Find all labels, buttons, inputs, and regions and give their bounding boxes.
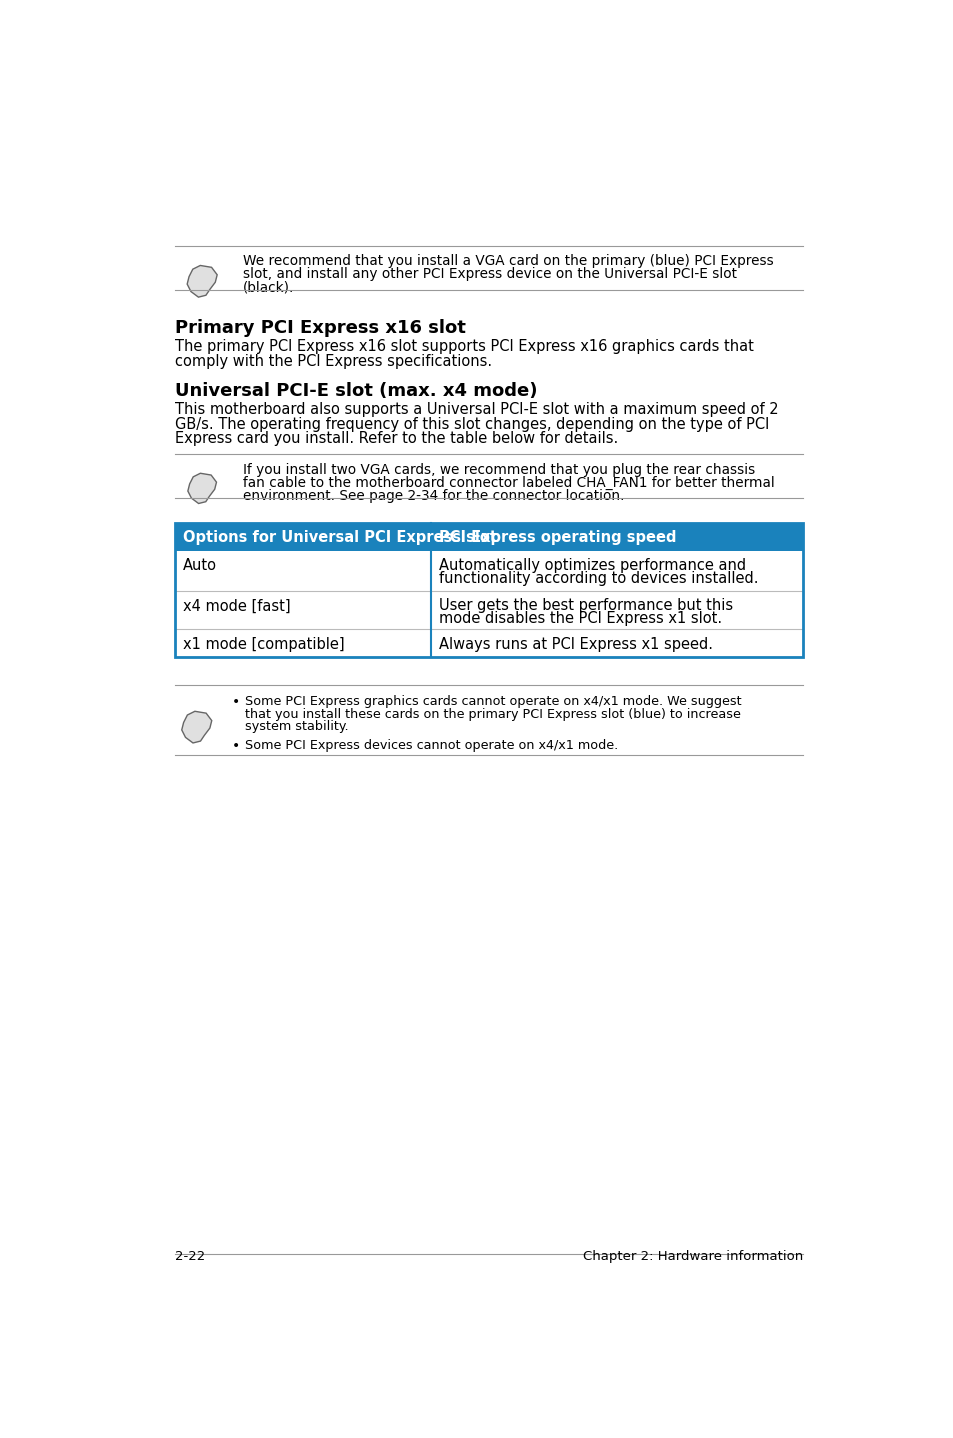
Bar (174, 523, 802, 551)
Text: functionality according to devices installed.: functionality according to devices insta… (438, 571, 758, 587)
Bar (174, 591, 802, 630)
Text: •: • (232, 696, 239, 709)
Text: Options for Universal PCI Express slot: Options for Universal PCI Express slot (183, 529, 497, 545)
Text: The primary PCI Express x16 slot supports PCI Express x16 graphics cards that: The primary PCI Express x16 slot support… (174, 339, 753, 354)
Text: Express card you install. Refer to the table below for details.: Express card you install. Refer to the t… (174, 431, 618, 446)
Text: Primary PCI Express x16 slot: Primary PCI Express x16 slot (174, 319, 465, 336)
Text: x4 mode [fast]: x4 mode [fast] (183, 598, 290, 614)
Text: Always runs at PCI Express x1 speed.: Always runs at PCI Express x1 speed. (438, 637, 712, 651)
Text: fan cable to the motherboard connector labeled CHA_FAN1 for better thermal: fan cable to the motherboard connector l… (243, 476, 774, 490)
Text: Universal PCI-E slot (max. x4 mode): Universal PCI-E slot (max. x4 mode) (174, 383, 537, 400)
Text: We recommend that you install a VGA card on the primary (blue) PCI Express: We recommend that you install a VGA card… (243, 255, 773, 267)
Text: that you install these cards on the primary PCI Express slot (blue) to increase: that you install these cards on the prim… (245, 707, 740, 720)
Text: Some PCI Express devices cannot operate on x4/x1 mode.: Some PCI Express devices cannot operate … (245, 739, 618, 752)
Polygon shape (188, 473, 216, 503)
Polygon shape (182, 712, 212, 743)
Text: •: • (232, 739, 239, 752)
Text: PCI Express operating speed: PCI Express operating speed (438, 529, 676, 545)
Bar (174, 630, 802, 657)
Text: Chapter 2: Hardware information: Chapter 2: Hardware information (582, 1250, 802, 1263)
Text: comply with the PCI Express specifications.: comply with the PCI Express specificatio… (174, 354, 492, 368)
Text: Automatically optimizes performance and: Automatically optimizes performance and (438, 558, 745, 574)
Bar (174, 523, 802, 657)
Text: slot, and install any other PCI Express device on the Universal PCI-E slot: slot, and install any other PCI Express … (243, 267, 737, 282)
Text: This motherboard also supports a Universal PCI-E slot with a maximum speed of 2: This motherboard also supports a Univers… (174, 403, 778, 417)
Text: Some PCI Express graphics cards cannot operate on x4/x1 mode. We suggest: Some PCI Express graphics cards cannot o… (245, 696, 740, 709)
Text: mode disables the PCI Express x1 slot.: mode disables the PCI Express x1 slot. (438, 611, 720, 627)
Text: (black).: (black). (243, 280, 294, 295)
Text: User gets the best performance but this: User gets the best performance but this (438, 598, 732, 614)
Polygon shape (187, 266, 217, 298)
Text: If you install two VGA cards, we recommend that you plug the rear chassis: If you install two VGA cards, we recomme… (243, 463, 755, 477)
Text: Auto: Auto (183, 558, 216, 574)
Text: GB/s. The operating frequency of this slot changes, depending on the type of PCI: GB/s. The operating frequency of this sl… (174, 417, 769, 431)
Text: x1 mode [compatible]: x1 mode [compatible] (183, 637, 344, 651)
Bar (174, 551, 802, 591)
Text: environment. See page 2-34 for the connector location.: environment. See page 2-34 for the conne… (243, 489, 624, 503)
Text: 2-22: 2-22 (174, 1250, 205, 1263)
Text: system stability.: system stability. (245, 720, 348, 733)
